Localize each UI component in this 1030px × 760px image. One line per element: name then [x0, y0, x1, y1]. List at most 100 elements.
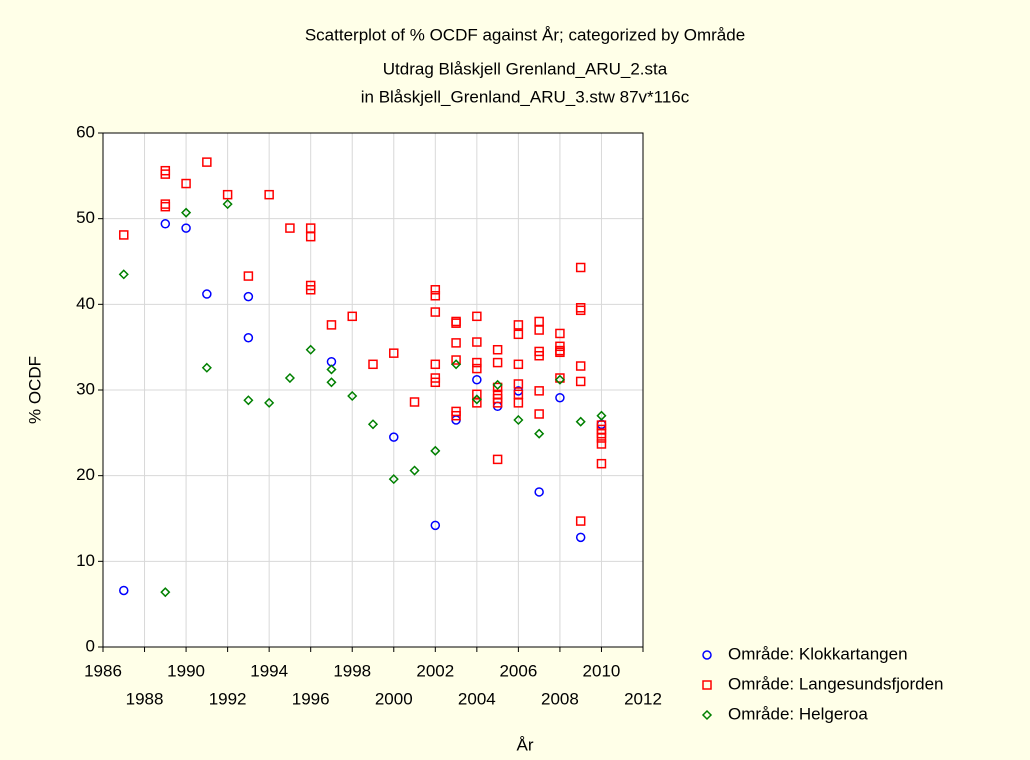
point [596, 439, 607, 449]
chart-subtitle: in Blåskjell_Grenland_ARU_3.stw 87v*116c [361, 87, 690, 106]
point [222, 199, 233, 210]
point [243, 395, 254, 406]
point [160, 587, 171, 598]
x-tick-label: 1998 [333, 661, 371, 680]
chart-title: Scatterplot of % OCDF against År; catego… [305, 25, 745, 44]
point [472, 357, 482, 368]
point [305, 344, 316, 355]
plot-frame [102, 132, 644, 648]
y-tick-label: 0 [86, 636, 95, 655]
point [575, 262, 586, 273]
y-axis-label: % OCDF [25, 356, 44, 424]
y-tick-label: 60 [76, 122, 95, 141]
point [451, 359, 462, 370]
point [367, 419, 379, 430]
point [575, 532, 586, 543]
point [201, 362, 212, 373]
point [326, 377, 337, 388]
point [575, 305, 586, 316]
point [388, 474, 399, 485]
point [409, 397, 420, 407]
x-tick-label: 2010 [583, 661, 621, 680]
point [409, 465, 420, 476]
x-tick-label: 2008 [541, 689, 579, 708]
point [389, 432, 399, 442]
x-tick-label: 1988 [126, 689, 164, 708]
point [181, 207, 192, 218]
point [451, 318, 461, 328]
point [347, 311, 357, 322]
point [596, 410, 607, 421]
point [513, 329, 524, 340]
point [243, 291, 254, 302]
point [472, 311, 482, 322]
point [430, 520, 441, 531]
point [596, 458, 607, 469]
point [534, 409, 544, 419]
y-tick-label: 50 [76, 208, 95, 227]
point [492, 398, 503, 408]
point [119, 585, 129, 596]
point [534, 386, 544, 396]
point [575, 361, 586, 371]
x-tick-label: 2006 [499, 661, 537, 680]
point [243, 271, 254, 281]
point [160, 201, 171, 212]
x-tick-label: 1996 [292, 689, 330, 708]
point [555, 392, 565, 403]
point [202, 289, 212, 299]
y-tick-label: 30 [76, 379, 95, 398]
legend-marker [701, 709, 713, 721]
legend-label: Område: Helgeroa [728, 704, 868, 723]
point [305, 285, 316, 295]
point [451, 410, 461, 421]
point [575, 416, 586, 427]
point [492, 344, 503, 355]
point [430, 291, 441, 301]
point [575, 376, 586, 387]
point [305, 231, 316, 242]
point [285, 223, 295, 233]
point [264, 189, 274, 200]
point [471, 394, 482, 405]
point [326, 364, 337, 375]
point [554, 374, 565, 385]
point [430, 285, 441, 295]
point [118, 269, 129, 280]
y-tick-label: 40 [76, 294, 95, 313]
x-tick-label: 1994 [250, 661, 288, 680]
x-tick-label: 1992 [209, 689, 247, 708]
point [492, 379, 503, 390]
point [575, 516, 586, 526]
point [555, 347, 565, 358]
point [430, 307, 441, 317]
point [534, 428, 545, 439]
point [284, 372, 295, 384]
point [472, 374, 482, 385]
point [430, 359, 441, 370]
point [534, 350, 544, 361]
point [513, 379, 524, 389]
x-tick-label: 1990 [167, 661, 205, 680]
legend-marker [702, 650, 712, 660]
point [555, 328, 565, 339]
point [181, 178, 191, 189]
point [181, 223, 191, 233]
point [472, 398, 482, 408]
point [368, 359, 378, 370]
point [347, 390, 358, 402]
point [451, 355, 461, 365]
point [472, 337, 482, 347]
point [389, 348, 399, 358]
point [119, 230, 129, 240]
y-tick-label: 20 [76, 465, 95, 484]
point [264, 397, 275, 408]
point [492, 357, 503, 368]
point [596, 433, 607, 443]
point [534, 325, 544, 335]
x-tick-label: 2002 [416, 661, 454, 680]
x-tick-label: 2000 [375, 689, 413, 708]
point [534, 487, 544, 497]
point [160, 169, 171, 179]
